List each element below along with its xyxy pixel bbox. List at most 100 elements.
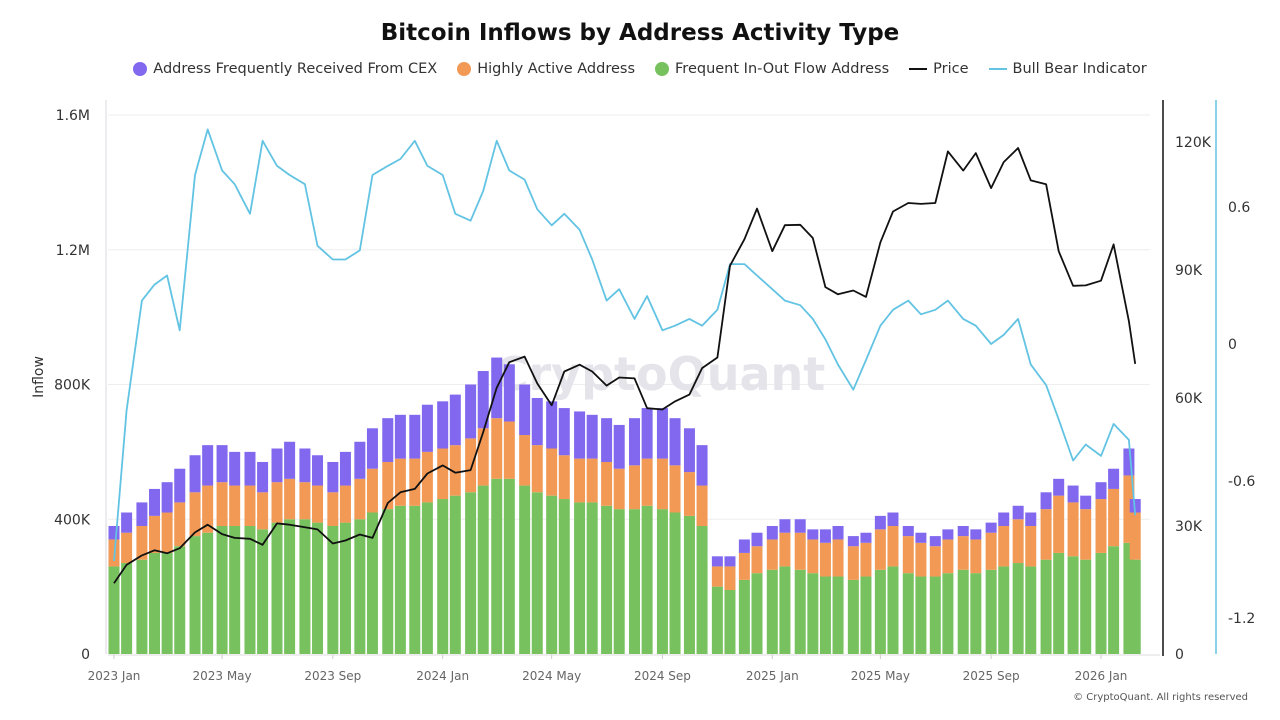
bar-cex — [1025, 512, 1037, 526]
bar-in-out — [1067, 556, 1079, 654]
bull-bear-tick-label: 0 — [1228, 337, 1237, 353]
bar-highly-active — [683, 472, 695, 516]
bar-in-out — [1108, 546, 1120, 654]
bar-cex — [629, 418, 641, 466]
bar-in-out — [531, 492, 543, 654]
bar-cex — [519, 384, 531, 436]
bar-highly-active — [327, 492, 339, 526]
bar-in-out — [779, 566, 791, 654]
watermark: CryptoQuant — [495, 347, 826, 401]
bar-cex — [669, 418, 681, 466]
bar-cex — [409, 414, 421, 459]
bar-in-out — [738, 579, 750, 654]
legend-item-in-out[interactable]: Frequent In-Out Flow Address — [655, 61, 889, 77]
price-tick-label: 0 — [1175, 647, 1184, 663]
bar-in-out — [465, 492, 477, 654]
bar-in-out — [161, 552, 173, 654]
bar-in-out — [519, 485, 531, 654]
bar-cex — [327, 461, 339, 493]
bar-in-out — [136, 559, 148, 654]
legend-item-bull-bear[interactable]: Bull Bear Indicator — [988, 61, 1147, 77]
bar-in-out — [394, 505, 406, 654]
legend-item-price[interactable]: Price — [909, 61, 969, 77]
bar-in-out — [437, 499, 449, 654]
bar-cex — [465, 384, 477, 439]
bar-cex — [711, 556, 723, 567]
bar-in-out — [887, 566, 899, 654]
bar-highly-active — [1067, 502, 1079, 557]
bar-cex — [1012, 505, 1024, 520]
bar-cex — [189, 455, 201, 493]
bar-highly-active — [957, 536, 969, 570]
bar-in-out — [832, 576, 844, 654]
bar-in-out — [847, 579, 859, 654]
x-tick-label: 2025 May — [851, 669, 910, 683]
bar-highly-active — [641, 458, 653, 506]
bar-in-out — [477, 485, 489, 654]
bar-in-out — [641, 505, 653, 654]
bar-in-out — [970, 573, 982, 654]
bar-cex — [354, 441, 366, 479]
legend-item-highly-active[interactable]: Highly Active Address — [457, 61, 635, 77]
bull-bear-line — [113, 128, 1137, 561]
bar-in-out — [629, 509, 641, 654]
bar-in-out — [409, 505, 421, 654]
bar-in-out — [312, 522, 324, 654]
bar-in-out — [284, 519, 296, 654]
bar-in-out — [766, 569, 778, 654]
bar-highly-active — [998, 525, 1010, 567]
x-tick-label: 2024 May — [522, 669, 581, 683]
bar-highly-active — [299, 482, 311, 520]
bar-in-out — [421, 502, 433, 654]
bar-cex — [136, 502, 148, 526]
bar-cex — [477, 371, 489, 429]
bar-cex — [985, 522, 997, 533]
bar-cex — [1067, 485, 1079, 503]
bar-highly-active — [902, 536, 914, 574]
bar-highly-active — [1053, 495, 1065, 553]
bar-highly-active — [257, 492, 269, 530]
bar-in-out — [382, 509, 394, 654]
copyright: © CryptoQuant. All rights reserved — [1073, 692, 1248, 703]
bar-in-out — [121, 563, 133, 654]
bar-highly-active — [874, 529, 886, 570]
bar-highly-active — [711, 566, 723, 587]
bar-highly-active — [1129, 512, 1141, 560]
bar-cex — [531, 397, 543, 446]
bar-cex — [421, 404, 433, 452]
bar-in-out — [874, 569, 886, 654]
bar-in-out — [613, 509, 625, 654]
bar-highly-active — [394, 458, 406, 506]
bar-cex — [503, 364, 515, 422]
legend-swatch-cex — [133, 62, 148, 76]
bar-highly-active — [1080, 509, 1092, 560]
bar-highly-active — [366, 468, 378, 513]
bar-cex — [696, 445, 708, 486]
bar-highly-active — [354, 478, 366, 520]
bar-cex — [887, 512, 899, 526]
bar-highly-active — [807, 539, 819, 574]
bar-in-out — [711, 586, 723, 654]
bar-in-out — [929, 576, 941, 654]
legend-item-cex[interactable]: Address Frequently Received From CEX — [133, 61, 437, 77]
bar-in-out — [819, 576, 831, 654]
bar-in-out — [174, 546, 186, 654]
bar-highly-active — [149, 515, 161, 553]
bar-highly-active — [174, 502, 186, 547]
x-tick-label: 2025 Sep — [963, 669, 1020, 683]
bar-cex — [382, 418, 394, 462]
bar-cex — [915, 532, 927, 543]
bull-bear-tick-label: 0.6 — [1228, 200, 1250, 216]
bar-highly-active — [751, 546, 763, 574]
bar-cex — [449, 394, 461, 446]
legend-label-highly-active: Highly Active Address — [477, 61, 636, 77]
legend: Address Frequently Received From CEX Hig… — [0, 61, 1280, 77]
bar-highly-active — [1012, 519, 1024, 564]
bar-cex — [641, 408, 653, 459]
bar-in-out — [202, 532, 214, 654]
bar-cex — [794, 519, 806, 533]
legend-label-bull-bear: Bull Bear Indicator — [1012, 61, 1147, 77]
bar-in-out — [271, 522, 283, 654]
bar-in-out — [574, 502, 586, 654]
bar-highly-active — [860, 542, 872, 577]
